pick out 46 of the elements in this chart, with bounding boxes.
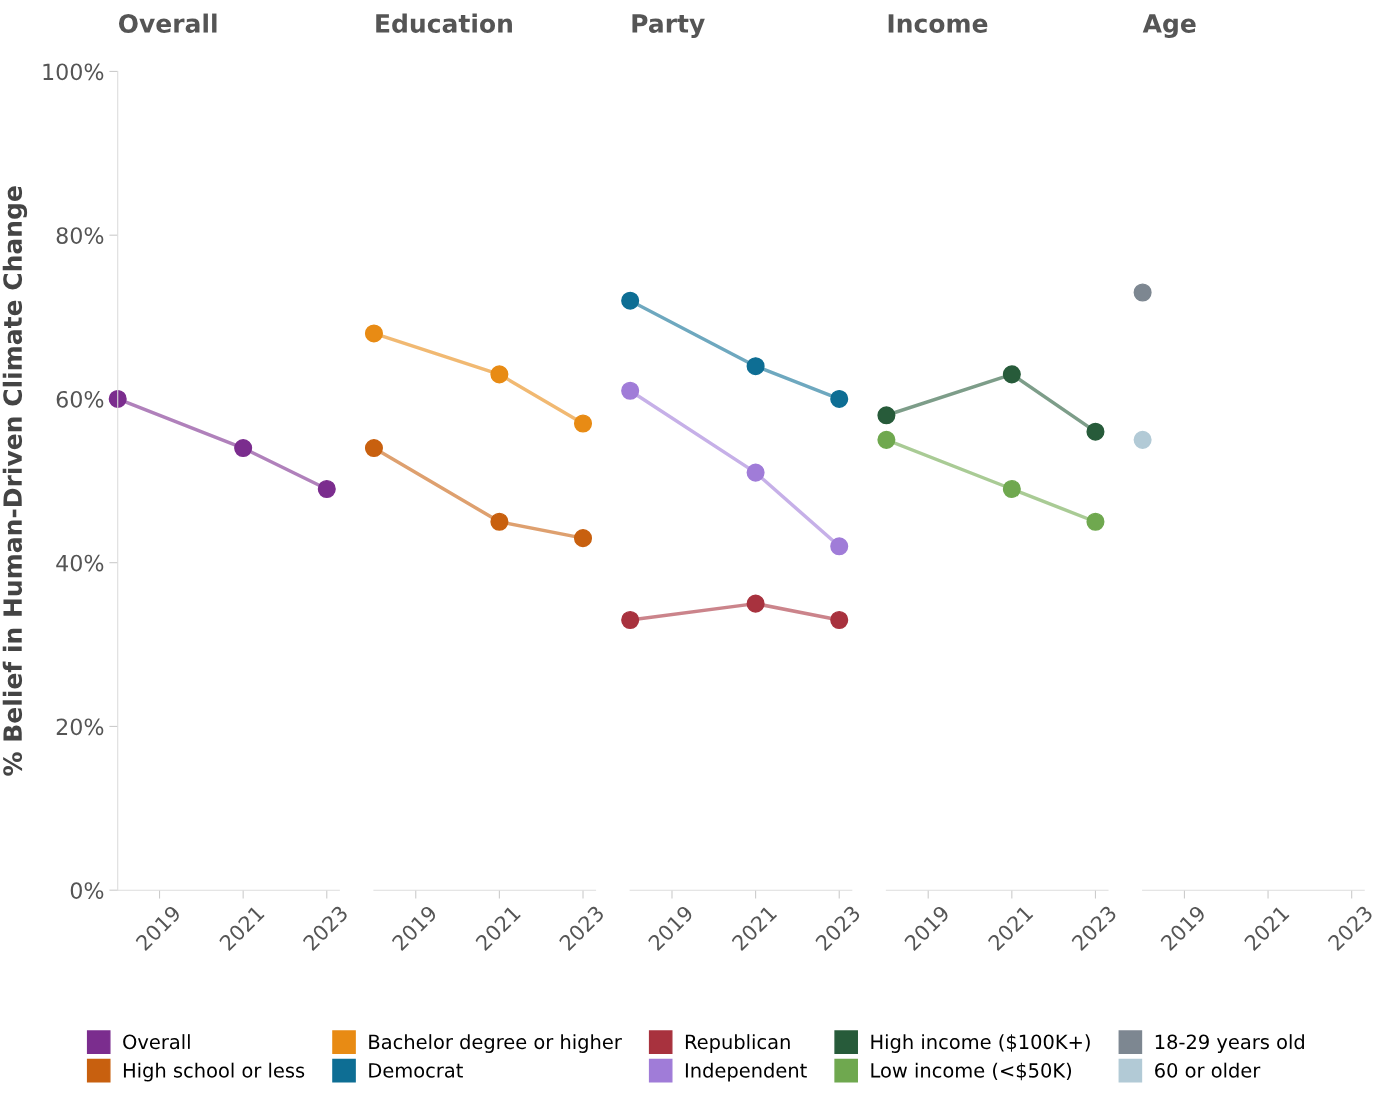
chart-title: Party	[632, 14, 705, 38]
point	[573, 529, 593, 548]
y-tick-label: 80%	[56, 227, 104, 244]
y-tick-label: 20%	[56, 718, 104, 736]
y-tick-label: 100%	[43, 63, 104, 81]
point	[830, 389, 849, 408]
point	[234, 439, 253, 458]
point	[573, 414, 593, 433]
point	[830, 537, 849, 556]
chart-title: Overall	[118, 13, 217, 33]
point	[746, 357, 765, 376]
chart-title: Education	[376, 13, 512, 33]
legend-label: Republican	[685, 1034, 790, 1053]
chart-title: Age	[1142, 14, 1196, 38]
point	[490, 365, 509, 384]
legend-label: Overall	[123, 1034, 190, 1050]
point	[1002, 365, 1021, 384]
point	[1086, 512, 1105, 531]
legend-label: 18-29 years old	[1155, 1034, 1304, 1053]
legend-label: High school or less	[123, 1062, 305, 1082]
point	[1002, 479, 1021, 499]
point	[621, 291, 640, 310]
point	[364, 324, 383, 343]
point	[621, 381, 640, 400]
legend-label: 60 or older	[1155, 1062, 1261, 1078]
point	[746, 594, 765, 613]
legend-label: Bachelor degree or higher	[369, 1034, 622, 1053]
point	[108, 389, 127, 408]
point	[364, 439, 383, 458]
legend-label: High income ($100K+)	[871, 1034, 1090, 1053]
point	[746, 463, 765, 482]
chart-title: Income	[888, 14, 988, 33]
point	[621, 610, 640, 630]
point	[877, 406, 896, 425]
point	[1086, 422, 1105, 441]
legend-label: Low income (<$50K)	[871, 1062, 1072, 1081]
point	[490, 512, 509, 531]
legend-label: Democrat	[369, 1063, 463, 1078]
point	[877, 430, 896, 449]
y-tick-label: 60%	[56, 390, 104, 408]
point	[317, 479, 336, 499]
y-axis-title: % Belief in Human-Driven Climate Change	[2, 186, 28, 776]
y-tick-label: 0%	[70, 882, 104, 899]
y-tick-label: 40%	[56, 554, 104, 572]
point	[830, 610, 849, 630]
legend-label: Independent	[685, 1062, 807, 1082]
